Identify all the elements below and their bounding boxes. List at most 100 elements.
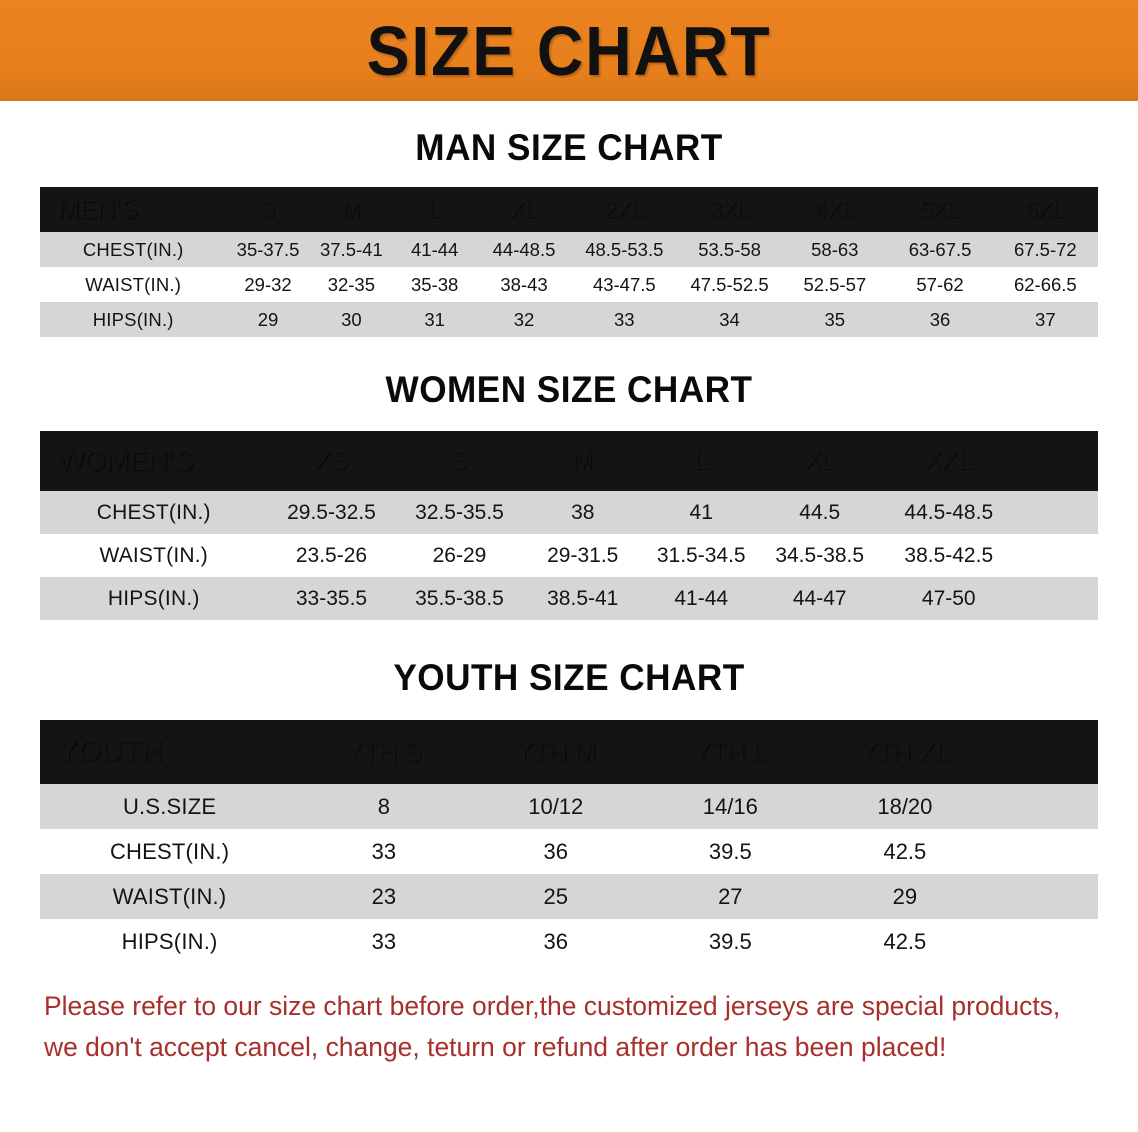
women-row-label-chest: CHEST(IN.)	[96, 500, 211, 524]
youth-header-size-m: YTH M	[468, 720, 644, 784]
women-chest-xs: 29.5-32.5	[287, 500, 376, 524]
youth-chest-m: 36	[543, 838, 568, 864]
women-waist-xs: 23.5-26	[295, 543, 368, 567]
man-header-label: MEN'S	[40, 187, 227, 232]
man-row-label-waist: WAIST(IN.)	[85, 273, 182, 295]
man-chest-m: 37.5-41	[319, 238, 383, 260]
youth-hips-s: 33	[371, 928, 397, 954]
man-chest-6xl: 67.5-72	[1013, 238, 1077, 260]
man-hips-s: 29	[257, 308, 279, 330]
man-header-size-3xl: 3XL	[676, 187, 783, 232]
youth-waist-m: 25	[543, 883, 568, 909]
youth-hips-m: 36	[543, 928, 568, 954]
youth-section-title: YOUTH SIZE CHART	[393, 657, 745, 698]
youth-size-table: YOUTH YTH S YTH M YTH L YTH XL U.S.SIZE …	[40, 720, 1098, 964]
man-table-body: MEN'S S M L XL 2XL 3XL 4XL 5XL 6XL CHEST…	[40, 187, 1098, 337]
youth-chest-xl: 42.5	[883, 838, 927, 864]
man-row-label-chest: CHEST(IN.)	[82, 238, 184, 260]
man-size-table: MEN'S S M L XL 2XL 3XL 4XL 5XL 6XL CHEST…	[40, 187, 1098, 337]
women-hips-m: 38.5-41	[547, 586, 619, 610]
man-hips-xl: 32	[513, 308, 535, 330]
youth-hips-spacer	[992, 919, 1098, 964]
women-chest-m: 38	[571, 500, 595, 524]
youth-us-size-spacer	[992, 784, 1098, 829]
man-hips-l: 31	[424, 308, 445, 330]
man-chest-5xl: 63-67.5	[908, 238, 972, 260]
women-hips-xl: 44-47	[792, 586, 847, 610]
youth-row-label-hips: HIPS(IN.)	[121, 928, 218, 954]
youth-us-size-l: 14/16	[702, 793, 758, 819]
man-waist-3xl: 47.5-52.5	[690, 273, 769, 295]
youth-header-label: YOUTH	[40, 720, 300, 784]
table-row: WAIST(IN.) 29-32 32-35 35-38 38-43 43-47…	[40, 267, 1098, 302]
women-chest-xl: 44.5	[799, 500, 841, 524]
man-hips-m: 30	[341, 308, 362, 330]
women-chest-xxl: 44.5-48.5	[904, 500, 994, 524]
youth-table-body: YOUTH YTH S YTH M YTH L YTH XL U.S.SIZE …	[40, 720, 1098, 964]
women-header-size-s: S	[395, 431, 524, 491]
man-waist-m: 32-35	[327, 273, 376, 295]
women-hips-l: 41-44	[674, 586, 729, 610]
women-waist-xl: 34.5-38.5	[775, 543, 865, 567]
return-policy-note: Please refer to our size chart before or…	[44, 986, 1073, 1068]
youth-header-size-l: YTH L	[643, 720, 818, 784]
table-row: CHEST(IN.) 33 36 39.5 42.5	[40, 829, 1098, 874]
youth-row-label-chest: CHEST(IN.)	[109, 838, 230, 864]
youth-waist-spacer	[992, 874, 1098, 919]
man-chest-l: 41-44	[411, 238, 459, 260]
man-waist-xl: 38-43	[500, 273, 548, 295]
man-hips-3xl: 34	[719, 308, 740, 330]
man-waist-4xl: 52.5-57	[803, 273, 867, 295]
youth-chest-l: 39.5	[708, 838, 752, 864]
youth-header-size-xl: YTH XL	[817, 720, 993, 784]
table-row: WAIST(IN.) 23.5-26 26-29 29-31.5 31.5-34…	[40, 534, 1098, 577]
man-waist-5xl: 57-62	[916, 273, 964, 295]
women-hips-s: 35.5-38.5	[415, 586, 504, 610]
man-chest-s: 35-37.5	[236, 238, 300, 260]
youth-header-spacer	[992, 720, 1098, 784]
return-policy-line-2: we don't accept cancel, change, teturn o…	[44, 1032, 947, 1063]
table-row: HIPS(IN.) 29 30 31 32 33 34 35 36 37	[40, 302, 1098, 337]
women-size-table: WOMEN’S XS S M L XL XXL CHEST(IN.) 29.5-…	[40, 431, 1098, 620]
women-header-size-xs: XS	[267, 431, 396, 491]
table-row: HIPS(IN.) 33-35.5 35.5-38.5 38.5-41 41-4…	[40, 577, 1098, 620]
table-row: CHEST(IN.) 29.5-32.5 32.5-35.5 38 41 44.…	[40, 491, 1098, 534]
man-chest-3xl: 53.5-58	[698, 238, 761, 260]
man-hips-2xl: 33	[614, 308, 635, 330]
man-waist-6xl: 62-66.5	[1013, 273, 1077, 295]
women-header-size-xl: XL	[760, 431, 879, 491]
youth-size-table-wrapper: YOUTH YTH S YTH M YTH L YTH XL U.S.SIZE …	[40, 720, 1098, 964]
man-header-size-s: S	[226, 187, 310, 232]
youth-row-label-waist: WAIST(IN.)	[112, 883, 227, 909]
man-chest-xl: 44-48.5	[492, 238, 556, 260]
women-size-table-wrapper: WOMEN’S XS S M L XL XXL CHEST(IN.) 29.5-…	[40, 431, 1098, 620]
man-section-title: MAN SIZE CHART	[415, 127, 723, 168]
women-row-label-waist: WAIST(IN.)	[99, 543, 208, 567]
women-waist-l: 31.5-34.5	[656, 543, 746, 567]
women-row-label-hips: HIPS(IN.)	[107, 586, 200, 610]
women-waist-m: 29-31.5	[547, 543, 619, 567]
youth-hips-l: 39.5	[708, 928, 752, 954]
man-header-size-5xl: 5XL	[887, 187, 993, 232]
women-header-label: WOMEN’S	[40, 431, 268, 491]
youth-waist-xl: 29	[892, 883, 918, 909]
man-header-size-6xl: 6XL	[992, 187, 1098, 232]
youth-chest-spacer	[992, 829, 1098, 874]
youth-header-row: YOUTH YTH S YTH M YTH L YTH XL	[40, 720, 1098, 784]
man-header-size-xl: XL	[476, 187, 572, 232]
youth-waist-l: 27	[718, 883, 743, 909]
women-waist-spacer	[1019, 534, 1098, 577]
page-title: SIZE CHART	[366, 11, 772, 90]
man-waist-s: 29-32	[244, 273, 292, 295]
women-table-body: WOMEN’S XS S M L XL XXL CHEST(IN.) 29.5-…	[40, 431, 1098, 620]
women-header-spacer	[1018, 431, 1098, 491]
youth-us-size-m: 10/12	[528, 793, 584, 819]
women-hips-xs: 33-35.5	[295, 586, 368, 610]
women-header-row: WOMEN’S XS S M L XL XXL	[40, 431, 1098, 491]
man-hips-4xl: 35	[824, 308, 846, 330]
women-header-size-xxl: XXL	[878, 431, 1019, 491]
man-size-table-wrapper: MEN'S S M L XL 2XL 3XL 4XL 5XL 6XL CHEST…	[40, 187, 1098, 337]
women-header-size-l: L	[641, 431, 761, 491]
man-row-label-hips: HIPS(IN.)	[92, 308, 174, 330]
women-chest-spacer	[1019, 491, 1098, 534]
